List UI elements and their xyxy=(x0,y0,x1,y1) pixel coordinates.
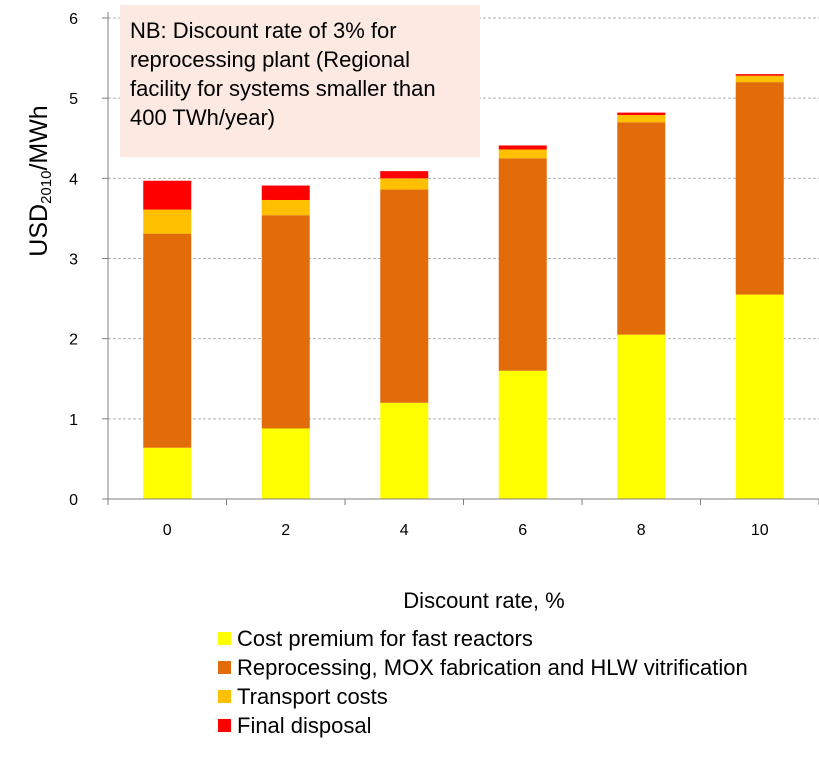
y-axis-label-main: USD xyxy=(25,203,53,257)
bar-segment xyxy=(380,178,429,190)
bar-segment xyxy=(261,215,310,429)
bar-segment xyxy=(498,145,547,150)
bar-segment xyxy=(380,402,429,499)
annotation-line: facility for systems smaller than xyxy=(130,76,436,101)
bar-segment xyxy=(143,180,192,210)
legend-label: Cost premium for fast reactors xyxy=(237,625,533,651)
bar-segment xyxy=(380,189,429,403)
x-axis-label: Discount rate, % xyxy=(403,588,565,613)
bar-segment xyxy=(617,115,666,123)
y-tick-label: 0 xyxy=(69,492,78,509)
legend-label: Reprocessing, MOX fabrication and HLW vi… xyxy=(237,654,748,680)
bar-segment xyxy=(735,75,784,83)
y-axis-label-subscript: 2010 xyxy=(38,170,55,204)
y-tick-label: 1 xyxy=(69,412,78,429)
bar-segment xyxy=(261,428,310,499)
chart-plot: 0 1 2 3 4 5 6 0 2 4 6 8 10 xyxy=(69,11,819,539)
annotation-box: NB: Discount rate of 3% for reprocessing… xyxy=(120,5,480,157)
legend-item: Reprocessing, MOX fabrication and HLW vi… xyxy=(218,653,748,682)
y-tick-label: 4 xyxy=(69,171,78,188)
bar-segment xyxy=(143,233,192,448)
bar-segment xyxy=(143,209,192,234)
x-tick-label: 6 xyxy=(518,522,527,539)
legend-item: Cost premium for fast reactors xyxy=(218,624,748,653)
y-tick-label: 2 xyxy=(69,332,78,349)
x-tick-label: 8 xyxy=(637,522,646,539)
y-tick-label: 6 xyxy=(69,11,78,28)
bar-segment xyxy=(735,82,784,295)
bar-segment xyxy=(498,149,547,159)
legend-label: Transport costs xyxy=(237,683,388,709)
x-tick-label: 2 xyxy=(281,522,290,539)
bar-segment xyxy=(617,112,666,116)
y-axis-label-unit: /MWh xyxy=(25,105,53,171)
bar-segment xyxy=(617,122,666,335)
axes xyxy=(102,12,819,505)
legend-label: Final disposal xyxy=(237,712,372,738)
bar-segment xyxy=(261,185,310,200)
x-tick-labels: 0 2 4 6 8 10 xyxy=(163,522,769,539)
legend-swatch xyxy=(218,632,231,645)
annotation-line: 400 TWh/year) xyxy=(130,105,276,130)
legend-item: Transport costs xyxy=(218,682,748,711)
bar-segment xyxy=(735,294,784,499)
legend: Cost premium for fast reactors Reprocess… xyxy=(218,624,748,740)
legend-swatch xyxy=(218,690,231,703)
bar-series xyxy=(143,74,784,499)
x-tick-label: 4 xyxy=(400,522,409,539)
bar-segment xyxy=(143,447,192,499)
bar-segment xyxy=(617,334,666,499)
y-tick-label: 3 xyxy=(69,252,78,269)
bar-segment xyxy=(498,370,547,499)
annotation-line: reprocessing plant (Regional xyxy=(130,47,411,72)
legend-swatch xyxy=(218,661,231,674)
bar-segment xyxy=(380,171,429,179)
y-tick-labels: 0 1 2 3 4 5 6 xyxy=(69,11,78,509)
x-tick-label: 0 xyxy=(163,522,172,539)
bar-segment xyxy=(735,74,784,76)
legend-swatch xyxy=(218,719,231,732)
y-tick-label: 5 xyxy=(69,91,78,108)
legend-item: Final disposal xyxy=(218,711,748,740)
bar-segment xyxy=(261,199,310,216)
x-tick-label: 10 xyxy=(751,522,769,539)
annotation-line: NB: Discount rate of 3% for xyxy=(130,18,397,43)
bar-segment xyxy=(498,158,547,371)
